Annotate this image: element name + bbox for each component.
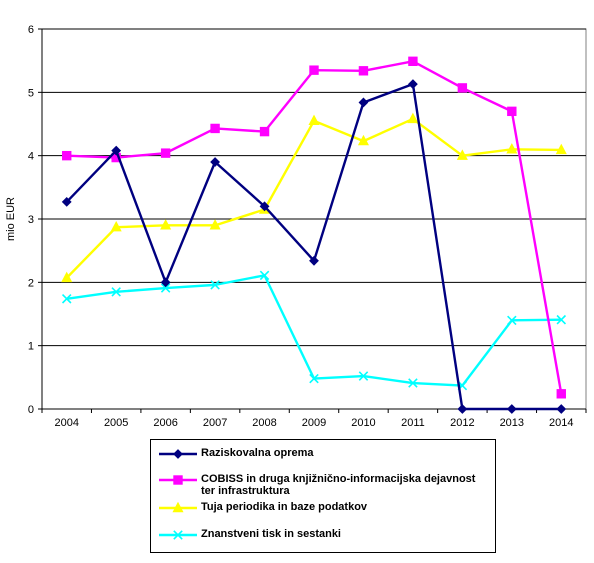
data-point [358, 371, 369, 381]
legend-label-2: COBISS in druga knjižnično-informacijska… [201, 473, 476, 497]
legend-item-1: Raziskovalna oprema [157, 447, 491, 460]
series-group [61, 56, 567, 414]
data-point [259, 126, 270, 137]
data-point [358, 66, 369, 76]
data-point [61, 294, 72, 304]
y-axis: 0 1 2 3 4 5 6 [28, 24, 43, 416]
series-1 [61, 79, 567, 414]
legend-marker [173, 530, 183, 540]
series-line [65, 117, 562, 279]
data-point [408, 79, 418, 90]
legend-swatch-4 [159, 530, 197, 540]
data-point [457, 404, 468, 414]
legend-item-2: COBISS in druga knjižnično-informacijska… [157, 473, 491, 497]
y-tick-label: 6 [28, 24, 34, 36]
data-point [556, 389, 566, 399]
chart: 2004 2005 2006 2007 2008 2009 2010 2011 2012 2013… [5, 24, 587, 429]
data-point [556, 404, 567, 414]
legend: Raziskovalna oprema COBISS in druga knji… [150, 439, 496, 553]
legend-label-3: Tuja periodika in baze podatkov [201, 501, 368, 513]
x-tick-label: 2008 [252, 417, 276, 429]
data-point [309, 255, 319, 266]
data-point [259, 201, 270, 212]
data-point [407, 112, 419, 124]
legend-marker [172, 502, 184, 513]
data-point [209, 219, 221, 230]
data-point [456, 149, 468, 160]
y-tick-label: 0 [28, 404, 34, 416]
data-point [111, 145, 122, 156]
data-point [506, 404, 517, 414]
x-tick-label: 2004 [54, 417, 78, 429]
legend-swatch-3 [159, 502, 197, 513]
data-point [160, 148, 171, 158]
data-point [408, 56, 418, 66]
data-point [408, 378, 418, 388]
data-point [160, 283, 171, 293]
data-point [457, 83, 468, 93]
data-point [309, 65, 319, 75]
legend-label-4: Znanstveni tisk in sestanki [201, 528, 341, 540]
legend-marker [173, 475, 183, 485]
y-tick-label: 4 [28, 151, 34, 163]
x-tick-label: 2014 [549, 417, 573, 429]
y-axis-label: mio EUR [5, 197, 17, 241]
x-tick-label: 2005 [104, 417, 128, 429]
y-tick-label: 5 [28, 87, 34, 99]
series-4 [61, 270, 567, 391]
data-point [358, 97, 369, 108]
legend-swatch-1 [159, 449, 197, 459]
data-point [556, 314, 567, 325]
data-point [506, 143, 518, 154]
x-tick-label: 2013 [500, 417, 524, 429]
y-tick-label: 1 [28, 341, 34, 353]
data-point [62, 150, 72, 161]
data-point [507, 106, 517, 117]
data-point [357, 134, 369, 146]
series-line [66, 274, 562, 387]
data-point [555, 143, 567, 155]
data-point [259, 270, 270, 281]
x-tick-label: 2012 [450, 417, 474, 429]
legend-item-3: Tuja periodika in baze podatkov [157, 501, 491, 514]
data-point [309, 373, 319, 384]
data-point [111, 287, 121, 297]
y-tick-label: 2 [28, 277, 34, 289]
series-line [65, 82, 562, 411]
x-tick-label: 2007 [203, 417, 227, 429]
data-point [210, 157, 220, 167]
data-point [210, 123, 220, 134]
x-tick-label: 2011 [401, 417, 425, 429]
series-2 [62, 56, 566, 399]
data-point [507, 315, 517, 326]
data-point [110, 220, 122, 232]
data-point [210, 280, 220, 290]
gridlines [41, 28, 587, 410]
legend-marker [173, 449, 183, 459]
data-point [308, 114, 320, 126]
legend-label-1: Raziskovalna oprema [201, 447, 314, 459]
x-tick-label: 2010 [351, 417, 375, 429]
data-point [160, 277, 171, 288]
series-line [66, 60, 563, 395]
legend-item-4: Znanstveni tisk in sestanki [157, 528, 491, 541]
data-point [61, 196, 72, 207]
y-tick-label: 3 [28, 214, 34, 226]
data-point [61, 271, 73, 283]
legend-swatch-2 [159, 475, 197, 485]
x-tick-label: 2009 [302, 417, 326, 429]
x-axis: 2004 2005 2006 2007 2008 2009 2010 2011 2012 2013… [41, 408, 587, 429]
x-tick-label: 2006 [153, 417, 177, 429]
data-point [160, 219, 172, 230]
